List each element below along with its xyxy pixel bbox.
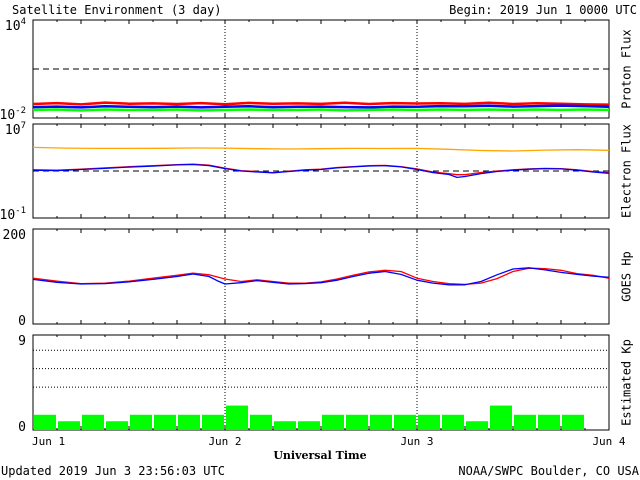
kp-bar xyxy=(34,414,56,430)
series-line-orange xyxy=(32,146,610,152)
kp-bar xyxy=(82,414,104,430)
panels: 104 10-2 Proton Flux 107 10-1 Electron Flux 20… xyxy=(0,17,634,435)
panel-ylabel: Electron Flux xyxy=(620,124,634,218)
chart-title: Satellite Environment (3 day) xyxy=(12,3,222,17)
y-tick-label: 107 xyxy=(5,121,26,138)
kp-bar xyxy=(538,414,560,430)
kp-bar xyxy=(202,414,224,430)
kp-bar xyxy=(298,421,320,430)
kp-bar xyxy=(274,421,296,430)
kp-bar xyxy=(370,414,392,430)
panel-ylabel: GOES Hp xyxy=(620,251,634,302)
kp-bar xyxy=(490,405,512,430)
begin-time: Begin: 2019 Jun 1 0000 UTC xyxy=(449,3,637,17)
kp-bar xyxy=(466,421,488,430)
x-axis: Jun 1 Jun 2 Jun 3 Jun 4 xyxy=(32,435,626,448)
panel-frame xyxy=(32,228,610,325)
kp-bar xyxy=(226,405,248,430)
panel-frame xyxy=(32,123,610,219)
panel-ylabel: Proton Flux xyxy=(620,29,634,108)
updated-time: Updated 2019 Jun 3 23:56:03 UTC xyxy=(1,464,225,478)
panel-ylabel: Estimated Kp xyxy=(620,339,634,426)
y-tick-label: 200 xyxy=(3,228,26,243)
x-tick-label: Jun 3 xyxy=(400,435,433,448)
panel-2: 107 10-1 Electron Flux xyxy=(0,121,634,223)
y-tick-label: 104 xyxy=(5,17,26,34)
kp-bar xyxy=(322,414,344,430)
panel-3: 200 0 GOES Hp xyxy=(3,228,634,329)
kp-bar xyxy=(394,414,416,430)
panel-1: 104 10-2 Proton Flux xyxy=(0,17,634,123)
kp-bar xyxy=(346,414,368,430)
kp-bar xyxy=(154,414,176,430)
x-tick-label: Jun 1 xyxy=(32,435,65,448)
series-line-red xyxy=(32,267,610,286)
y-tick-label: 10-1 xyxy=(0,206,26,223)
kp-bar xyxy=(130,414,152,430)
kp-bar xyxy=(418,414,440,430)
kp-bar xyxy=(58,421,80,430)
y-tick-label: 9 xyxy=(18,334,26,349)
credit: NOAA/SWPC Boulder, CO USA xyxy=(458,464,639,478)
y-tick-label: 0 xyxy=(18,314,26,329)
series-line-blue xyxy=(32,163,610,179)
kp-bar xyxy=(562,414,584,430)
kp-bar xyxy=(442,414,464,430)
series-line-red xyxy=(32,101,610,106)
kp-bar xyxy=(178,414,200,430)
y-tick-label: 0 xyxy=(18,420,26,435)
kp-bar xyxy=(514,414,536,430)
series-line-blue xyxy=(32,267,610,286)
series-line-blue xyxy=(32,104,610,109)
kp-bar xyxy=(250,414,272,430)
kp-bar xyxy=(106,421,128,430)
y-tick-label: 10-2 xyxy=(0,106,26,123)
x-axis-label: Universal Time xyxy=(273,449,366,462)
panel-4: 9 0 Estimated Kp xyxy=(18,334,633,435)
x-tick-label: Jun 4 xyxy=(592,435,625,448)
x-tick-label: Jun 2 xyxy=(208,435,241,448)
series-line-green xyxy=(32,108,610,112)
